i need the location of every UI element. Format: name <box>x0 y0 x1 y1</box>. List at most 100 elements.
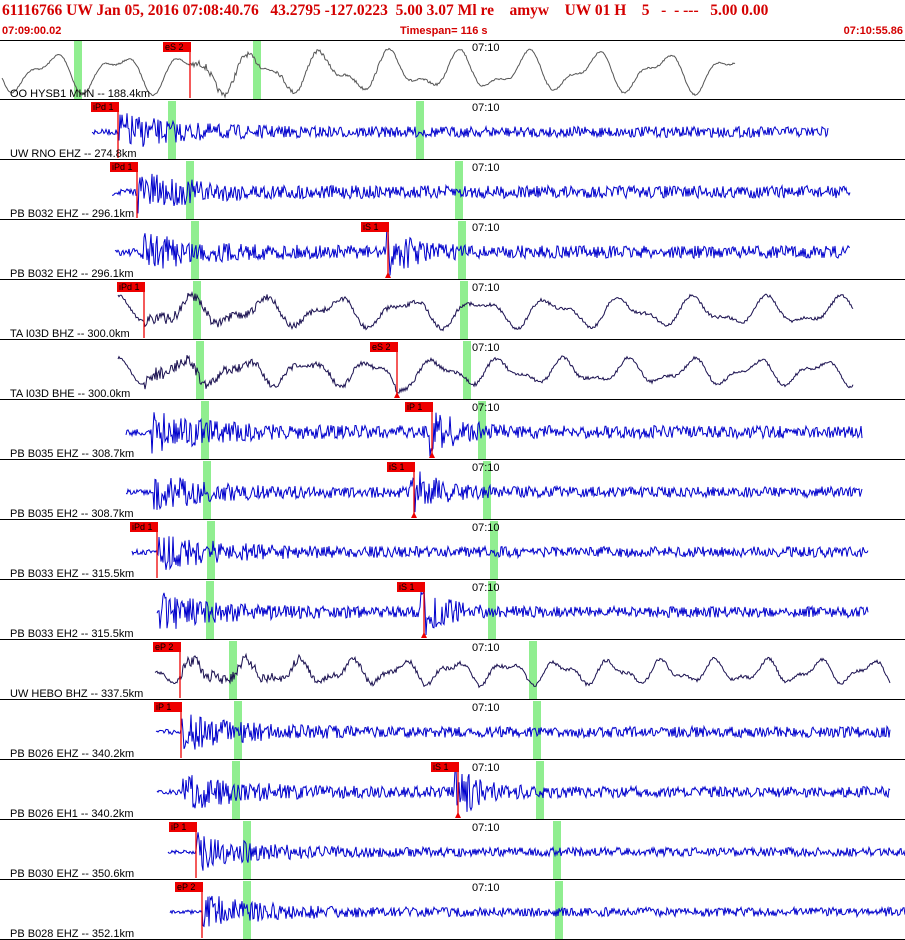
time-tick-label: 07:10 <box>472 702 500 714</box>
phase-marker <box>536 761 544 820</box>
waveform-trace[interactable] <box>114 225 850 276</box>
pick-label: iS 1 <box>389 462 405 472</box>
time-tick-label: 07:10 <box>472 42 500 54</box>
pick-label: iPd 1 <box>132 522 153 532</box>
waveform-trace[interactable] <box>125 471 863 513</box>
trace-row[interactable]: 07:10 iPd 1 PB B032 EHZ -- 296.1km <box>0 161 905 220</box>
time-tick-label: 07:10 <box>472 822 500 834</box>
trace-row[interactable]: 07:10 iP 1 PB B035 EHZ -- 308.7km <box>0 401 905 460</box>
waveform-trace[interactable] <box>112 173 851 214</box>
phase-marker <box>243 821 251 880</box>
phase-marker <box>186 161 194 220</box>
trace-row[interactable]: 07:10 iPd 1 UW RNO EHZ -- 274.8km <box>0 101 905 160</box>
pick-flag[interactable]: iP 1 <box>405 402 435 458</box>
time-tick-label: 07:10 <box>472 462 500 474</box>
waveform-trace[interactable] <box>125 412 863 457</box>
time-tick-label: 07:10 <box>472 222 500 234</box>
waveform-trace[interactable] <box>91 113 829 147</box>
trace-row[interactable]: 07:10 eP 2 PB B028 EHZ -- 352.1km <box>0 881 905 940</box>
waveform-trace[interactable] <box>156 586 869 636</box>
station-label: UW RNO EHZ -- 274.8km <box>10 148 137 160</box>
waveform-trace[interactable] <box>167 832 905 871</box>
pick-flag[interactable]: iS 1 <box>361 222 391 278</box>
pick-flag[interactable]: eP 2 <box>175 882 203 938</box>
waveform-trace[interactable] <box>131 536 869 571</box>
station-label: PB B030 EHZ -- 350.6km <box>10 868 134 880</box>
start-time: 07:09:00.02 <box>2 25 62 37</box>
station-label: PB B028 EHZ -- 352.1km <box>10 928 134 940</box>
station-label: OO HYSB1 MHN -- 188.4km <box>10 88 150 100</box>
phase-marker <box>232 761 240 820</box>
waveform-trace[interactable] <box>156 766 891 812</box>
event-header: 61116766 UW Jan 05, 2016 07:08:40.76 43.… <box>0 0 905 41</box>
phase-marker <box>229 641 237 700</box>
trace-row[interactable]: 07:10 eS 2 TA I03D BHE -- 300.0km <box>0 341 905 400</box>
phase-marker <box>203 461 211 520</box>
station-label: PB B033 EH2 -- 315.5km <box>10 628 134 640</box>
pick-label: eP 2 <box>177 882 195 892</box>
phase-marker <box>243 881 251 940</box>
trace-row[interactable]: 07:10 iP 1 PB B026 EHZ -- 340.2km <box>0 701 905 760</box>
waveform-trace[interactable] <box>155 714 891 750</box>
station-label: UW HEBO BHZ -- 337.5km <box>10 688 143 700</box>
trace-row[interactable]: 07:10 eS 2 OO HYSB1 MHN -- 188.4km <box>0 41 905 100</box>
pick-flag[interactable]: eS 2 <box>163 42 191 98</box>
pick-flag[interactable]: iPd 1 <box>91 102 119 158</box>
phase-marker <box>168 101 176 160</box>
time-tick-label: 07:10 <box>472 522 500 534</box>
phase-marker <box>416 101 424 160</box>
event-title: 61116766 UW Jan 05, 2016 07:08:40.76 43.… <box>2 2 769 19</box>
pick-label: iS 1 <box>433 762 449 772</box>
pick-flag[interactable]: eS 2 <box>370 342 400 398</box>
trace-row[interactable]: 07:10 iP 1 PB B030 EHZ -- 350.6km <box>0 821 905 880</box>
trace-row[interactable]: 07:10 iS 1 PB B026 EH1 -- 340.2km <box>0 761 905 820</box>
pick-flag[interactable]: iS 1 <box>387 462 417 518</box>
station-label: PB B035 EH2 -- 308.7km <box>10 508 134 520</box>
pick-flag[interactable]: iPd 1 <box>110 162 138 218</box>
waveform-trace[interactable] <box>169 895 905 928</box>
pick-flag[interactable]: iP 1 <box>154 702 182 758</box>
pick-flag[interactable]: eP 2 <box>153 642 181 698</box>
waveform-trace[interactable] <box>117 290 854 332</box>
station-label: PB B033 EHZ -- 315.5km <box>10 568 134 580</box>
time-tick-label: 07:10 <box>472 582 500 594</box>
trace-row[interactable]: 07:10 iS 1 PB B032 EH2 -- 296.1km <box>0 221 905 280</box>
pick-flag[interactable]: iPd 1 <box>117 282 145 338</box>
station-label: PB B035 EHZ -- 308.7km <box>10 448 134 460</box>
time-tick-label: 07:10 <box>472 762 500 774</box>
station-label: TA I03D BHZ -- 300.0km <box>10 328 130 340</box>
trace-row[interactable]: 07:10 iPd 1 TA I03D BHZ -- 300.0km <box>0 281 905 340</box>
seismogram-panel[interactable]: 07:10 eS 2 OO HYSB1 MHN -- 188.4km 07:10 iPd… <box>0 40 905 940</box>
phase-marker <box>533 701 541 760</box>
time-tick-label: 07:10 <box>472 342 500 354</box>
phase-marker <box>196 341 204 400</box>
pick-flag[interactable]: iP 1 <box>169 822 197 878</box>
trace-row[interactable]: 07:10 iPd 1 PB B033 EHZ -- 315.5km <box>0 521 905 580</box>
pick-label: iP 1 <box>407 402 422 412</box>
trace-row[interactable]: 07:10 eP 2 UW HEBO BHZ -- 337.5km <box>0 641 905 700</box>
pick-label: iPd 1 <box>112 162 133 172</box>
station-label: PB B026 EH1 -- 340.2km <box>10 808 134 820</box>
time-tick-label: 07:10 <box>472 882 500 894</box>
pick-label: iP 1 <box>156 702 171 712</box>
waveform-trace[interactable] <box>117 355 854 394</box>
pick-flag[interactable]: iS 1 <box>397 582 427 638</box>
waveform-trace[interactable] <box>1 47 736 99</box>
phase-marker <box>455 161 463 220</box>
trace-row[interactable]: 07:10 iS 1 PB B033 EH2 -- 315.5km <box>0 581 905 640</box>
trace-row[interactable]: 07:10 iS 1 PB B035 EH2 -- 308.7km <box>0 461 905 520</box>
pick-flag[interactable]: iS 1 <box>431 762 461 818</box>
pick-label: iP 1 <box>171 822 186 832</box>
pick-label: eS 2 <box>372 342 391 352</box>
time-tick-label: 07:10 <box>472 102 500 114</box>
time-tick-label: 07:10 <box>472 402 500 414</box>
phase-marker <box>463 341 471 400</box>
phase-marker <box>458 221 466 280</box>
phase-marker <box>483 461 491 520</box>
pick-label: iS 1 <box>363 222 379 232</box>
waveform-trace[interactable] <box>154 652 891 689</box>
time-tick-label: 07:10 <box>472 282 500 294</box>
pick-flag[interactable]: iPd 1 <box>130 522 158 578</box>
station-label: PB B032 EHZ -- 296.1km <box>10 208 134 220</box>
phase-marker <box>207 521 215 580</box>
